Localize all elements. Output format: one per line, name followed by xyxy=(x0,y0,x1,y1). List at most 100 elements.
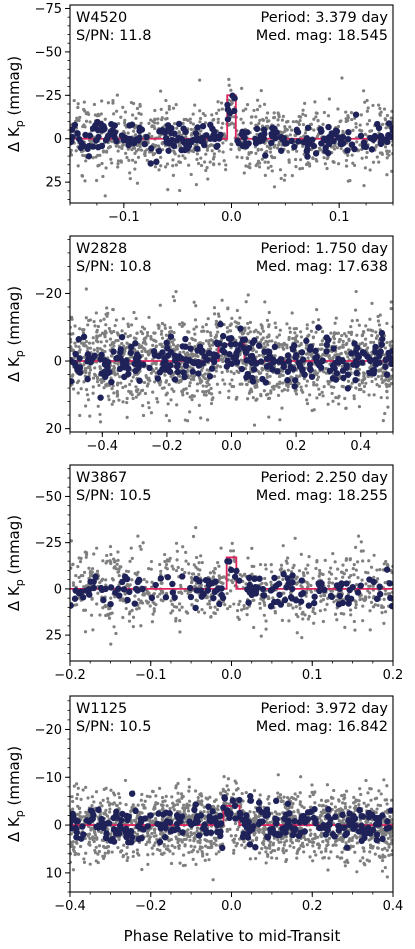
raw-point xyxy=(187,384,192,388)
raw-point xyxy=(299,330,303,334)
raw-point xyxy=(76,391,80,395)
binned-point xyxy=(237,325,244,332)
raw-point xyxy=(242,604,246,608)
raw-point xyxy=(262,601,266,605)
binned-point xyxy=(204,356,211,363)
binned-point xyxy=(108,584,115,591)
raw-point xyxy=(258,104,262,108)
raw-point xyxy=(343,860,347,864)
raw-point xyxy=(103,333,107,337)
raw-point xyxy=(266,343,270,347)
raw-point xyxy=(108,807,112,811)
raw-point xyxy=(264,567,268,571)
raw-point xyxy=(200,607,204,612)
raw-point xyxy=(354,602,358,607)
raw-point xyxy=(167,559,171,563)
raw-point xyxy=(97,163,101,167)
raw-point xyxy=(92,320,96,324)
raw-point xyxy=(113,565,117,569)
raw-point xyxy=(202,390,206,394)
raw-point xyxy=(252,625,256,630)
raw-point xyxy=(389,307,393,311)
raw-point xyxy=(243,328,247,332)
raw-point xyxy=(84,404,88,408)
raw-point xyxy=(168,330,172,334)
raw-point xyxy=(78,579,82,584)
binned-point xyxy=(344,371,352,378)
raw-point xyxy=(220,107,224,111)
raw-point xyxy=(212,306,217,310)
raw-point xyxy=(133,151,137,155)
raw-point xyxy=(180,324,184,329)
binned-point xyxy=(101,361,109,368)
raw-point xyxy=(312,383,316,387)
raw-point xyxy=(331,399,335,403)
raw-point xyxy=(290,311,294,315)
binned-point xyxy=(256,575,263,582)
raw-point xyxy=(225,326,229,330)
raw-point xyxy=(300,166,305,170)
raw-point xyxy=(364,342,368,346)
raw-point xyxy=(199,416,203,420)
binned-point xyxy=(75,590,83,597)
raw-point xyxy=(290,174,294,178)
raw-point xyxy=(346,355,350,359)
raw-point xyxy=(232,602,236,606)
raw-point xyxy=(175,549,179,553)
raw-point xyxy=(155,397,159,401)
raw-point xyxy=(190,572,195,576)
raw-point xyxy=(215,608,220,612)
binned-points xyxy=(70,558,393,612)
raw-point xyxy=(100,380,104,385)
raw-point xyxy=(134,116,138,120)
binned-point xyxy=(246,581,253,589)
raw-point xyxy=(259,371,263,375)
raw-point xyxy=(281,345,285,349)
raw-point xyxy=(319,850,323,854)
binned-points xyxy=(70,321,393,401)
raw-point xyxy=(265,335,269,339)
raw-point xyxy=(333,612,338,616)
raw-point xyxy=(385,390,389,394)
binned-point xyxy=(269,124,276,132)
raw-point xyxy=(374,330,378,334)
raw-point xyxy=(141,388,145,392)
raw-point xyxy=(352,573,356,577)
raw-point xyxy=(312,117,316,121)
raw-point xyxy=(172,338,176,342)
raw-point xyxy=(194,325,199,329)
raw-point xyxy=(387,379,391,383)
raw-point xyxy=(214,333,219,337)
binned-point xyxy=(107,600,114,608)
raw-point xyxy=(241,109,245,113)
binned-point xyxy=(167,349,175,356)
raw-point xyxy=(301,390,305,394)
raw-point xyxy=(344,568,349,572)
binned-point xyxy=(164,345,171,352)
raw-point xyxy=(258,562,263,567)
raw-point xyxy=(362,846,366,850)
raw-point xyxy=(84,555,88,559)
binned-point xyxy=(199,137,207,145)
y-tick-label: −50 xyxy=(35,45,62,60)
raw-point xyxy=(357,367,361,372)
raw-point xyxy=(193,338,197,342)
raw-point xyxy=(319,599,323,603)
raw-point xyxy=(84,851,88,855)
raw-point xyxy=(184,550,188,554)
raw-point xyxy=(232,384,236,389)
raw-point xyxy=(117,574,121,578)
raw-point xyxy=(112,791,116,795)
raw-point xyxy=(124,606,128,611)
raw-point xyxy=(152,601,156,606)
raw-point xyxy=(311,320,315,324)
binned-point xyxy=(70,126,76,133)
raw-point xyxy=(108,145,113,149)
raw-point xyxy=(123,346,127,351)
binned-point xyxy=(377,348,384,355)
binned-point xyxy=(305,602,313,609)
raw-point xyxy=(250,546,254,550)
raw-point xyxy=(137,606,141,610)
raw-point xyxy=(376,603,380,607)
raw-point xyxy=(288,133,292,137)
